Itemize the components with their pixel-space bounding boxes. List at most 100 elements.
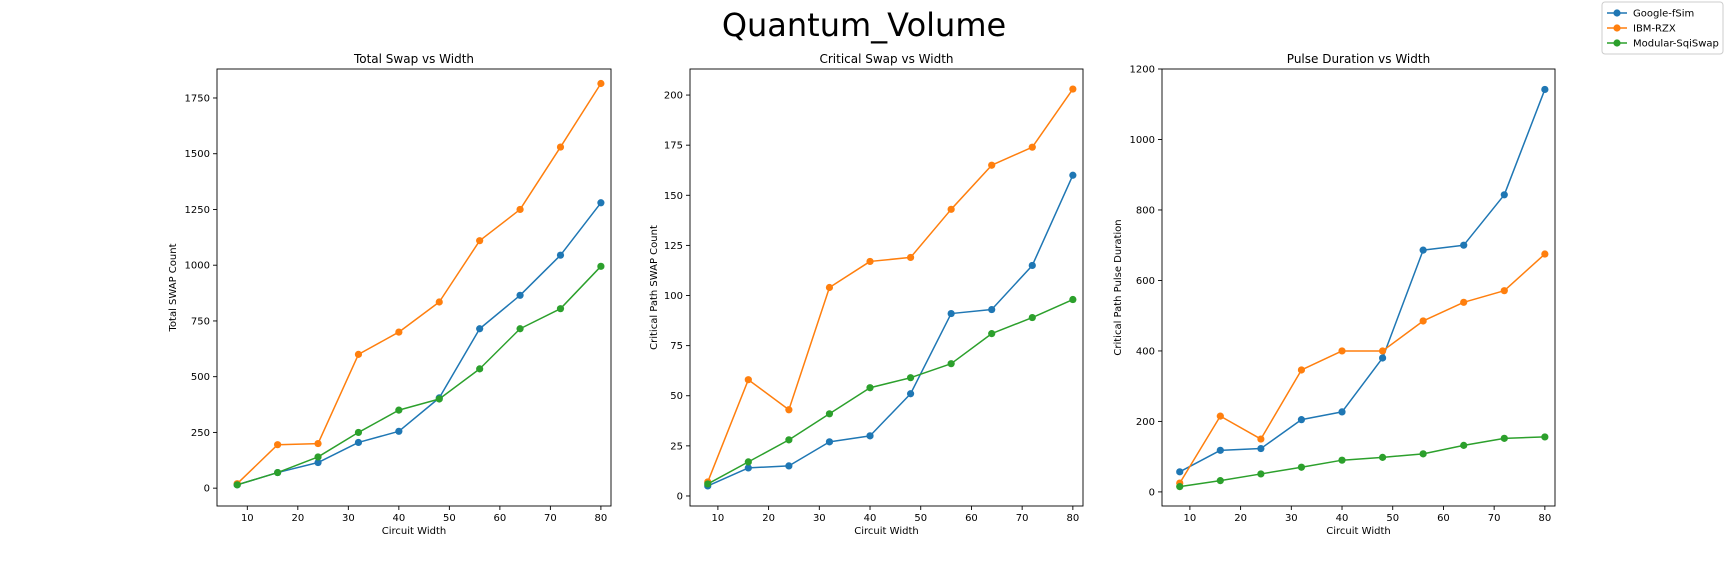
data-point [395, 328, 403, 336]
data-point [274, 441, 282, 449]
x-tick-label: 10 [1184, 513, 1197, 524]
x-axis-label: Circuit Width [382, 526, 446, 537]
data-point [1028, 143, 1036, 151]
y-tick-label: 400 [1136, 346, 1155, 357]
data-point [435, 298, 443, 306]
data-point [825, 438, 834, 446]
legend-marker [1613, 39, 1621, 47]
data-point [1378, 453, 1387, 461]
data-point [1257, 444, 1265, 453]
x-tick-label: 60 [1437, 513, 1450, 524]
data-point [744, 376, 752, 384]
data-point [1176, 468, 1184, 476]
series-line-2 [236, 83, 602, 485]
y-tick-label: 200 [1136, 417, 1155, 428]
data-point [1257, 470, 1265, 478]
data-point [1460, 241, 1468, 249]
x-axis-label: Circuit Width [1326, 526, 1390, 537]
legend-label: IBM-RZX [1633, 24, 1676, 35]
data-point [1176, 483, 1184, 491]
series-line-3 [707, 298, 1074, 485]
x-tick-label: 70 [1488, 513, 1501, 524]
data-point [1297, 463, 1306, 471]
data-point [597, 262, 605, 270]
data-point [1338, 347, 1346, 355]
data-point [1257, 435, 1265, 443]
data-point [906, 374, 915, 382]
data-point [947, 360, 955, 368]
y-tick-label: 600 [1136, 276, 1155, 287]
data-point [395, 427, 403, 435]
data-point [988, 330, 996, 338]
x-tick-label: 10 [712, 513, 725, 524]
data-point [1297, 416, 1306, 424]
data-point [1216, 477, 1224, 485]
data-point [1338, 408, 1346, 416]
data-point [866, 432, 874, 440]
y-tick-label: 125 [664, 241, 683, 252]
legend-marker [1613, 9, 1621, 17]
series-line-2 [1179, 253, 1546, 484]
data-point [1500, 191, 1508, 199]
legend-entry: Google-fSim [1607, 9, 1694, 20]
subplot-1: 10 20 30 40 50 60 70 80 0 250 500 750 1000 1250 1500 17… [168, 52, 612, 537]
data-point [1069, 85, 1077, 93]
data-point [906, 253, 915, 262]
y-tick-label: 100 [664, 291, 683, 302]
data-point [476, 325, 484, 333]
subplot-title: Pulse Duration vs Width [1287, 52, 1430, 66]
y-tick-label: 0 [1149, 487, 1155, 498]
data-point [785, 436, 793, 444]
data-point [988, 161, 996, 169]
subplot-3: 10 20 30 40 50 60 70 80020040060080010001200Pul… [1113, 52, 1556, 537]
data-point [1500, 434, 1508, 442]
data-point [556, 251, 565, 259]
data-point [556, 305, 565, 313]
data-point [476, 365, 484, 373]
x-tick-label: 70 [1016, 513, 1029, 524]
x-tick-label: 70 [544, 513, 557, 524]
y-tick-label: 250 [191, 428, 210, 439]
y-tick-label: 500 [191, 372, 210, 383]
subplots: 10 20 30 40 50 60 70 80025050075010001250150017… [168, 52, 1556, 537]
data-point [1297, 366, 1306, 374]
data-point [1216, 446, 1224, 454]
data-point [314, 453, 322, 461]
series-line-2 [707, 88, 1074, 483]
x-tick-label: 20 [1234, 513, 1247, 524]
subplot-2: 10 20 30 40 50 60 70 80 0 25 50 75 100 125 150 175 200 Cr… [649, 52, 1084, 537]
data-point [947, 309, 955, 318]
data-point [744, 464, 752, 472]
series-line-1 [236, 202, 602, 486]
x-tick-label: 80 [1538, 513, 1551, 524]
data-point [1541, 433, 1549, 441]
data-point [1460, 441, 1468, 449]
y-tick-label: 75 [670, 341, 683, 352]
y-tick-label: 200 [664, 91, 683, 102]
data-point [1028, 261, 1036, 270]
y-tick-label: 800 [1136, 205, 1155, 216]
data-point [233, 481, 241, 489]
y-tick-label: 25 [670, 441, 683, 452]
y-tick-label: 150 [664, 191, 683, 202]
data-point [314, 458, 322, 467]
legend-entry: Modular-SqiSwap [1607, 39, 1719, 50]
data-point [1378, 347, 1387, 355]
y-tick-label: 1000 [185, 261, 210, 272]
x-tick-label: 80 [1066, 513, 1079, 524]
y-tick-label: 1250 [185, 205, 210, 216]
series-line-1 [1179, 89, 1546, 473]
data-point [597, 199, 605, 207]
x-tick-label: 60 [965, 513, 978, 524]
x-tick-label: 30 [813, 513, 826, 524]
y-tick-label: 50 [670, 391, 683, 402]
data-point [1419, 450, 1427, 458]
data-point [988, 305, 996, 314]
data-point [785, 406, 793, 414]
data-point [556, 143, 565, 151]
data-point [866, 257, 874, 266]
data-point [476, 237, 484, 245]
subplot-title: Critical Swap vs Width [819, 52, 953, 66]
data-point [274, 468, 282, 477]
legend-entry: IBM-RZX [1607, 24, 1676, 35]
